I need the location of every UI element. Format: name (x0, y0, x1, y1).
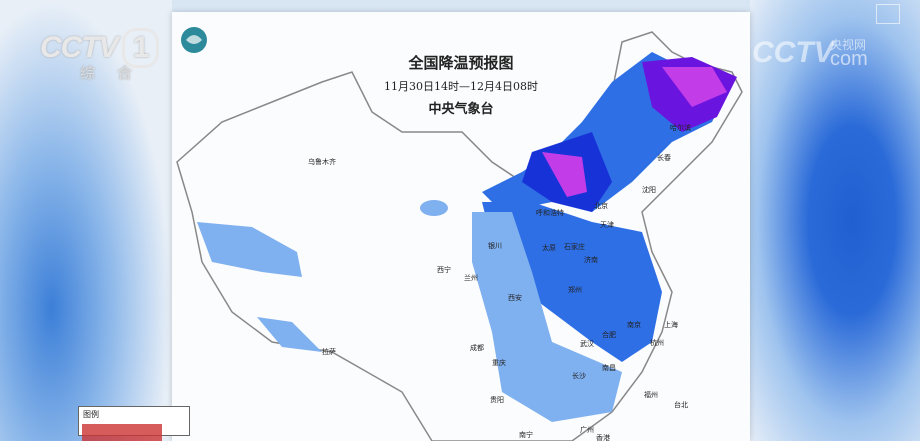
svg-text:福州: 福州 (644, 390, 658, 399)
china-map: 乌鲁木齐 呼和浩特 北京 天津 银川 西宁 兰州 太原 石家庄 济南 郑州 西安… (176, 27, 743, 441)
svg-text:南宁: 南宁 (519, 430, 533, 439)
svg-text:乌鲁木齐: 乌鲁木齐 (308, 157, 336, 166)
city-labels: 乌鲁木齐 呼和浩特 北京 天津 银川 西宁 兰州 太原 石家庄 济南 郑州 西安… (308, 123, 691, 441)
svg-text:太原: 太原 (542, 243, 556, 252)
forecast-map-card: 乌鲁木齐 呼和浩特 北京 天津 银川 西宁 兰州 太原 石家庄 济南 郑州 西安… (172, 12, 750, 441)
background-left (0, 0, 172, 441)
svg-text:郑州: 郑州 (568, 286, 582, 294)
svg-text:杭州: 杭州 (650, 338, 664, 347)
svg-text:北京: 北京 (594, 201, 608, 210)
svg-text:重庆: 重庆 (492, 358, 506, 367)
svg-text:西宁: 西宁 (437, 265, 451, 274)
cctv1-logo: CCTV 1 (40, 28, 160, 68)
svg-text:广州: 广州 (580, 425, 594, 434)
svg-text:呼和浩特: 呼和浩特 (536, 208, 564, 217)
svg-text:沈阳: 沈阳 (642, 185, 656, 194)
svg-text:济南: 济南 (584, 255, 598, 264)
svg-text:南京: 南京 (627, 320, 641, 329)
svg-text:武汉: 武汉 (580, 339, 594, 348)
fullscreen-icon[interactable] (876, 4, 900, 24)
svg-text:成都: 成都 (470, 343, 484, 352)
map-period: 11月30日14时—12月4日08时 (384, 80, 538, 93)
svg-text:天津: 天津 (600, 221, 614, 229)
background-right (750, 0, 920, 441)
svg-text:哈尔滨: 哈尔滨 (670, 123, 691, 132)
cctv1-sub: 综合 (80, 64, 155, 82)
svg-text:西安: 西安 (508, 293, 522, 302)
svg-text:兰州: 兰州 (464, 273, 478, 282)
svg-text:石家庄: 石家庄 (564, 242, 585, 251)
svg-text:长春: 长春 (657, 153, 671, 162)
map-source: 中央气象台 (428, 102, 494, 117)
map-title: 全国降温预报图 (408, 54, 514, 72)
svg-text:长沙: 长沙 (572, 371, 586, 380)
svg-text:拉萨: 拉萨 (322, 347, 336, 356)
svg-text:合肥: 合肥 (602, 330, 616, 339)
svg-text:南昌: 南昌 (602, 363, 616, 372)
svg-text:银川: 银川 (488, 241, 502, 250)
legend-title: 图例 (83, 410, 99, 419)
cctv-watermark-cn: 央视网 (830, 38, 867, 52)
svg-text:上海: 上海 (664, 320, 678, 329)
svg-text:贵阳: 贵阳 (490, 395, 504, 404)
cctv-watermark-com: com (830, 48, 868, 70)
cctv-watermark: CCTV (752, 36, 834, 69)
caption-badge (82, 424, 162, 441)
svg-text:香港: 香港 (596, 433, 610, 441)
svg-text:台北: 台北 (674, 400, 688, 409)
